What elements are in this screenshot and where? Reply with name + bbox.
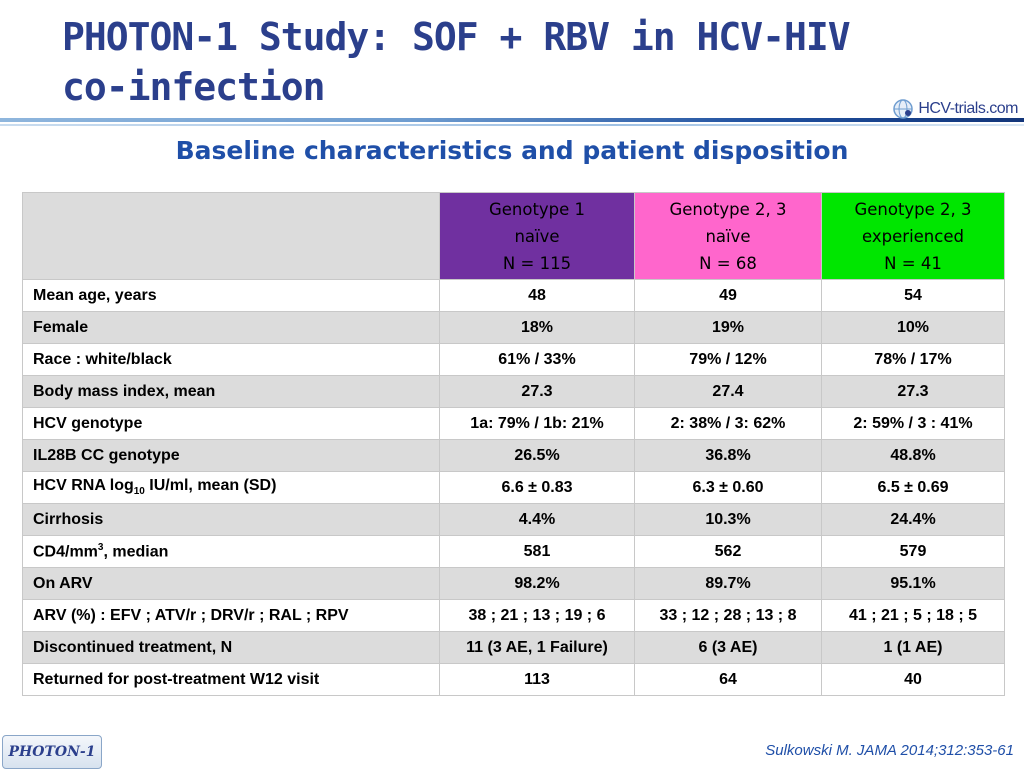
row-label: Female — [22, 311, 440, 344]
slide-subtitle: Baseline characteristics and patient dis… — [175, 136, 849, 165]
cell-value: 18% — [439, 311, 635, 344]
table-row: CD4/mm3, median 581 562 579 — [22, 535, 1005, 568]
cell-value: 4.4% — [439, 503, 635, 536]
cell-value: 54 — [821, 279, 1005, 312]
citation: Sulkowski M. JAMA 2014;312:353-61 — [765, 742, 1014, 759]
cell-value: 27.4 — [634, 375, 822, 408]
title-line-1: PHOTON-1 Study: SOF + RBV in HCV-HIV — [62, 15, 851, 59]
row-label: Returned for post-treatment W12 visit — [22, 663, 440, 696]
table-header-row: Genotype 1 naïve N = 115 Genotype 2, 3 n… — [22, 192, 1005, 280]
cell-value: 2: 59% / 3 : 41% — [821, 407, 1005, 440]
header-line: Genotype 2, 3 — [854, 199, 972, 219]
cell-value: 1 (1 AE) — [821, 631, 1005, 664]
globe-logo-icon — [893, 99, 914, 119]
cell-value: 98.2% — [439, 567, 635, 600]
title-line-2: co-infection — [62, 65, 326, 109]
header-line: N = 68 — [699, 253, 757, 273]
cell-value: 27.3 — [821, 375, 1005, 408]
cell-value: 41 ; 21 ; 5 ; 18 ; 5 — [821, 599, 1005, 632]
cube-superscript: 3 — [97, 541, 104, 553]
table-row: Discontinued treatment, N 11 (3 AE, 1 Fa… — [22, 631, 1005, 664]
row-label: Discontinued treatment, N — [22, 631, 440, 664]
row-label: CD4/mm3, median — [22, 535, 440, 568]
row-label-text: IU/ml, mean (SD) — [144, 477, 277, 495]
cell-value: 49 — [634, 279, 822, 312]
cell-value: 64 — [634, 663, 822, 696]
row-label: Cirrhosis — [22, 503, 440, 536]
cell-value: 6 (3 AE) — [634, 631, 822, 664]
hcv-trials-logo: HCV-trials.com — [892, 98, 1018, 120]
cell-value: 581 — [439, 535, 635, 568]
cell-value: 79% / 12% — [634, 343, 822, 376]
cell-value: 6.3 ± 0.60 — [634, 471, 822, 504]
header-line: N = 41 — [884, 253, 942, 273]
header-genotype23-experienced: Genotype 2, 3 experienced N = 41 — [821, 192, 1005, 280]
cell-value: 2: 38% / 3: 62% — [634, 407, 822, 440]
cell-value: 48.8% — [821, 439, 1005, 472]
table-row: HCV genotype 1a: 79% / 1b: 21% 2: 38% / … — [22, 407, 1005, 440]
baseline-table: Genotype 1 naïve N = 115 Genotype 2, 3 n… — [22, 192, 1005, 696]
cell-value: 89.7% — [634, 567, 822, 600]
header-line: naïve — [514, 226, 560, 246]
row-label: IL28B CC genotype — [22, 439, 440, 472]
cell-value: 10% — [821, 311, 1005, 344]
header-genotype1-naive: Genotype 1 naïve N = 115 — [439, 192, 635, 280]
cell-value: 6.6 ± 0.83 — [439, 471, 635, 504]
table-row: HCV RNA log10 IU/ml, mean (SD) 6.6 ± 0.8… — [22, 471, 1005, 504]
header-line: N = 115 — [502, 253, 572, 273]
cell-value: 61% / 33% — [439, 343, 635, 376]
log-subscript: 10 — [133, 486, 145, 498]
cell-value: 10.3% — [634, 503, 822, 536]
cell-value: 33 ; 12 ; 28 ; 13 ; 8 — [634, 599, 822, 632]
header-genotype23-naive: Genotype 2, 3 naïve N = 68 — [634, 192, 822, 280]
row-label: HCV genotype — [22, 407, 440, 440]
cell-value: 48 — [439, 279, 635, 312]
table-row: ARV (%) : EFV ; ATV/r ; DRV/r ; RAL ; RP… — [22, 599, 1005, 632]
slide-title: PHOTON-1 Study: SOF + RBV in HCV-HIV co-… — [62, 12, 862, 112]
row-label-text: CD4/mm — [33, 543, 98, 561]
row-label-text: HCV RNA log — [33, 477, 134, 495]
cell-value: 11 (3 AE, 1 Failure) — [439, 631, 635, 664]
header-line: Genotype 1 — [488, 199, 586, 219]
table-row: Race : white/black 61% / 33% 79% / 12% 7… — [22, 343, 1005, 376]
study-tag: PHOTON-1 — [2, 735, 102, 769]
row-label: Mean age, years — [22, 279, 440, 312]
cell-value: 6.5 ± 0.69 — [821, 471, 1005, 504]
row-label: On ARV — [22, 567, 440, 600]
cell-value: 113 — [439, 663, 635, 696]
cell-value: 78% / 17% — [821, 343, 1005, 376]
header-rule — [0, 118, 1024, 122]
table-row: Cirrhosis 4.4% 10.3% 24.4% — [22, 503, 1005, 536]
cell-value: 1a: 79% / 1b: 21% — [439, 407, 635, 440]
table-row: Female 18% 19% 10% — [22, 311, 1005, 344]
header-line: experienced — [862, 226, 964, 246]
row-label-text: , median — [103, 543, 169, 561]
cell-value: 38 ; 21 ; 13 ; 19 ; 6 — [439, 599, 635, 632]
cell-value: 562 — [634, 535, 822, 568]
row-label: Body mass index, mean — [22, 375, 440, 408]
header-rule-secondary — [0, 124, 1024, 126]
table-row: On ARV 98.2% 89.7% 95.1% — [22, 567, 1005, 600]
cell-value: 26.5% — [439, 439, 635, 472]
row-label: Race : white/black — [22, 343, 440, 376]
logo-text: HCV-trials.com — [918, 100, 1018, 117]
row-label: HCV RNA log10 IU/ml, mean (SD) — [22, 471, 440, 504]
cell-value: 40 — [821, 663, 1005, 696]
table-row: Body mass index, mean 27.3 27.4 27.3 — [22, 375, 1005, 408]
header-line: Genotype 2, 3 — [669, 199, 787, 219]
cell-value: 95.1% — [821, 567, 1005, 600]
cell-value: 19% — [634, 311, 822, 344]
table-row: Returned for post-treatment W12 visit 11… — [22, 663, 1005, 696]
cell-value: 579 — [821, 535, 1005, 568]
cell-value: 24.4% — [821, 503, 1005, 536]
header-corner-cell — [22, 192, 440, 280]
table-row: Mean age, years 48 49 54 — [22, 279, 1005, 312]
row-label: ARV (%) : EFV ; ATV/r ; DRV/r ; RAL ; RP… — [22, 599, 440, 632]
header-line: naïve — [705, 226, 751, 246]
cell-value: 27.3 — [439, 375, 635, 408]
cell-value: 36.8% — [634, 439, 822, 472]
table-row: IL28B CC genotype 26.5% 36.8% 48.8% — [22, 439, 1005, 472]
